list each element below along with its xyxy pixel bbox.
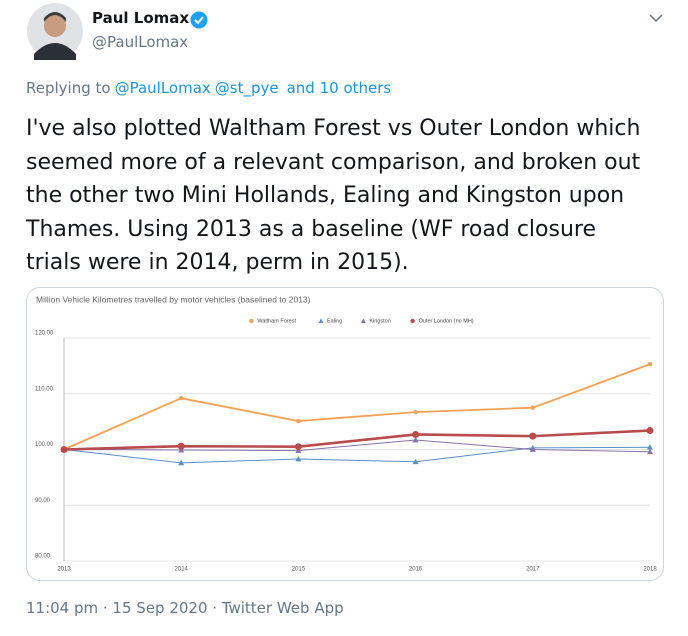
avatar[interactable]: [26, 2, 84, 60]
series-line: [63, 429, 651, 451]
point: [178, 447, 185, 453]
point: [530, 405, 535, 410]
legend-marker: [318, 318, 324, 323]
y-tick-label: 80.00: [35, 554, 51, 560]
chart: Million Vehicle Kilometres travelled by …: [35, 294, 657, 573]
chart-title: Million Vehicle Kilometres travelled by …: [36, 294, 311, 304]
legend-label: Outer London (no MH): [419, 318, 474, 324]
x-tick-label: 2017: [526, 567, 540, 573]
tweet-text-line: Thames. Using 2013 as a baseline (WF roa…: [26, 216, 597, 242]
timestamp[interactable]: 11:04 pm · 15 Sep 2020 · Twitter Web App: [26, 599, 344, 617]
point: [529, 432, 537, 440]
menu-chevron[interactable]: [648, 12, 664, 24]
point: [296, 418, 301, 424]
tweet-text-line: trials were in 2014, perm in 2015).: [26, 250, 409, 275]
point: [412, 437, 419, 443]
point: [295, 447, 302, 454]
y-tick-label: 90.00: [35, 498, 51, 504]
series-line: [63, 439, 651, 453]
x-tick-label: 2015: [292, 567, 306, 573]
point: [413, 409, 418, 415]
point: [295, 455, 302, 462]
point: [412, 458, 419, 465]
point: [647, 362, 653, 367]
tweet-text-line: the other two Mini Hollands, Ealing and …: [26, 183, 625, 208]
series-line: [63, 363, 651, 451]
point: [647, 444, 653, 450]
replying-label: Replying to: [26, 79, 111, 97]
x-tick-label: 2013: [57, 567, 71, 573]
point: [647, 448, 653, 455]
point: [646, 427, 654, 435]
legend-label: Waltham Forest: [257, 318, 296, 324]
x-tick-label: 2016: [409, 567, 423, 573]
author-name[interactable]: Paul Lomax: [92, 9, 190, 27]
y-tick-label: 100.00: [35, 442, 54, 448]
author-handle[interactable]: @PaulLomax: [92, 33, 189, 51]
mention[interactable]: @st_pye: [214, 79, 279, 97]
chart-card[interactable]: Million Vehicle Kilometres travelled by …: [26, 287, 664, 581]
legend-label: Kingston: [369, 318, 390, 324]
x-tick-label: 2014: [175, 567, 189, 573]
point: [179, 396, 184, 401]
legend-marker: [410, 318, 415, 324]
legend-marker: [360, 318, 366, 323]
mention[interactable]: @PaulLomax: [114, 79, 211, 97]
legend-label: Ealing: [327, 318, 342, 324]
x-tick-label: 2018: [643, 567, 657, 573]
point: [529, 446, 536, 452]
point: [60, 446, 68, 453]
verified-badge: [190, 11, 208, 29]
point: [294, 443, 302, 451]
y-tick-label: 110.00: [35, 386, 54, 392]
point: [178, 459, 185, 466]
reply-context: Replying to @PaulLomax @st_pye and 10 other…: [26, 79, 391, 97]
point: [177, 442, 185, 450]
tweet-text-line: I've also plotted Waltham Forest vs Oute…: [26, 116, 641, 141]
y-tick-label: 120.00: [35, 331, 54, 337]
mention[interactable]: and 10 others: [286, 79, 392, 97]
point: [412, 430, 420, 438]
legend-marker: [249, 318, 254, 324]
series-line: [63, 446, 651, 464]
tweet-text-line: seemed more of a relevant comparison, an…: [26, 149, 641, 175]
